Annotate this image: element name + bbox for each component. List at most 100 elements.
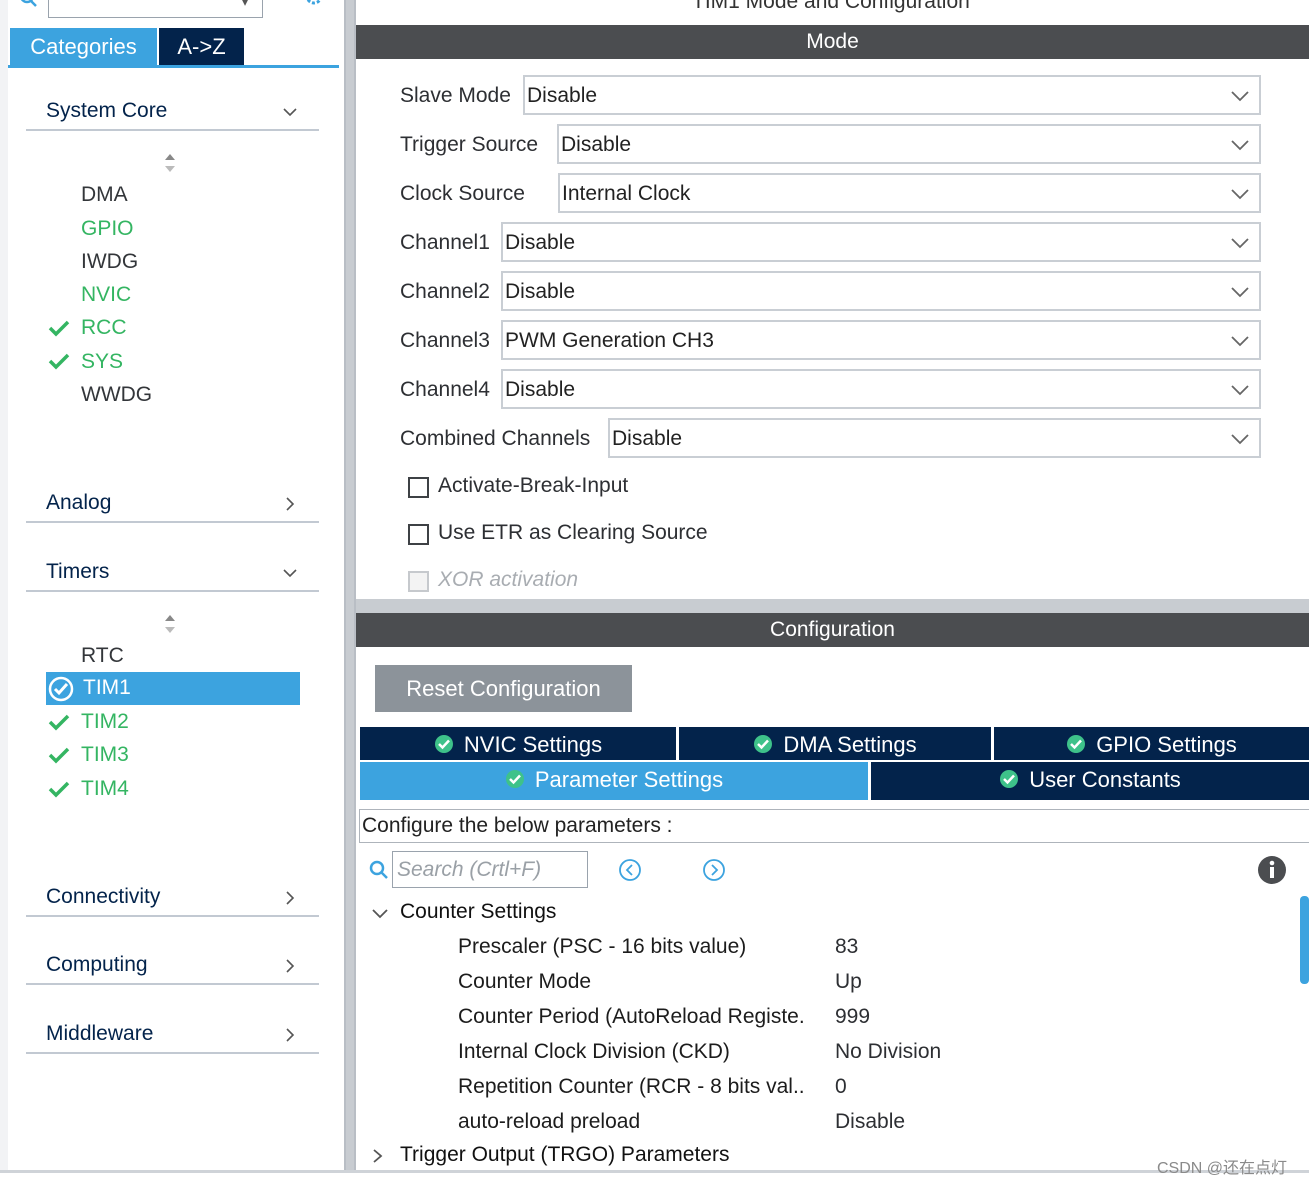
param-value[interactable]: Up bbox=[835, 970, 862, 993]
category-middleware[interactable]: Middleware bbox=[26, 1014, 319, 1054]
tab-user-constants[interactable]: User Constants bbox=[871, 762, 1309, 800]
field-label: Slave Mode bbox=[400, 84, 511, 107]
pane-splitter[interactable] bbox=[344, 0, 356, 1183]
trigger-source-select[interactable]: Disable bbox=[557, 124, 1261, 164]
next-match-icon[interactable] bbox=[702, 858, 726, 882]
activate-break-input-checkbox[interactable] bbox=[408, 477, 429, 498]
list-item-sys[interactable]: SYS bbox=[81, 350, 124, 373]
section-divider[interactable] bbox=[356, 599, 1309, 613]
field-label: Channel2 bbox=[400, 280, 490, 303]
search-dropdown-icon[interactable]: ▾ bbox=[241, 0, 248, 9]
list-item-tim2[interactable]: TIM2 bbox=[81, 710, 129, 733]
category-system-core[interactable]: System Core bbox=[26, 91, 319, 131]
chevron-right-icon[interactable] bbox=[283, 959, 297, 973]
list-item-iwdg[interactable]: IWDG bbox=[81, 250, 139, 273]
chevron-right-icon[interactable] bbox=[283, 1028, 297, 1042]
use-etr-checkbox[interactable] bbox=[408, 524, 429, 545]
param-name: Repetition Counter (RCR - 8 bits val.. bbox=[458, 1075, 805, 1098]
tab-categories[interactable]: Categories bbox=[10, 28, 157, 65]
list-item-tim1[interactable]: TIM1 bbox=[46, 672, 300, 705]
list-item-nvic[interactable]: NVIC bbox=[81, 283, 132, 306]
tab-gpio-settings[interactable]: GPIO Settings bbox=[994, 727, 1309, 760]
mode-configuration-panel: TIM1 Mode and Configuration Mode Slave M… bbox=[356, 0, 1309, 1183]
category-label: Timers bbox=[46, 560, 110, 583]
category-label: System Core bbox=[46, 99, 168, 122]
parameter-search-input[interactable]: Search (Crtl+F) bbox=[392, 851, 588, 888]
checkbox-label: Use ETR as Clearing Source bbox=[438, 521, 708, 544]
chevron-down-icon[interactable] bbox=[1231, 335, 1249, 347]
select-value: Disable bbox=[561, 133, 632, 156]
channel2-select[interactable]: Disable bbox=[501, 271, 1261, 311]
list-item-gpio[interactable]: GPIO bbox=[81, 217, 134, 240]
chevron-right-icon[interactable] bbox=[283, 497, 297, 511]
search-placeholder: Search (Crtl+F) bbox=[397, 858, 542, 881]
group-counter-settings[interactable]: Counter Settings bbox=[400, 900, 557, 923]
check-circle-icon bbox=[434, 735, 453, 753]
category-analog[interactable]: Analog bbox=[26, 483, 319, 523]
reset-configuration-button[interactable]: Reset Configuration bbox=[375, 665, 632, 712]
field-label: Clock Source bbox=[400, 182, 525, 205]
category-connectivity[interactable]: Connectivity bbox=[26, 877, 319, 917]
chevron-down-icon[interactable] bbox=[1231, 237, 1249, 249]
checkbox-label: Activate-Break-Input bbox=[438, 474, 629, 497]
search-icon[interactable] bbox=[368, 859, 390, 881]
list-item-tim4[interactable]: TIM4 bbox=[81, 777, 129, 800]
tab-label: NVIC Settings bbox=[463, 732, 603, 757]
check-icon bbox=[48, 353, 70, 370]
category-label: Connectivity bbox=[46, 885, 161, 908]
panel-title: TIM1 Mode and Configuration bbox=[692, 0, 970, 13]
list-item-tim3[interactable]: TIM3 bbox=[81, 743, 129, 766]
channel4-select[interactable]: Disable bbox=[501, 369, 1261, 409]
categories-panel: ▾ Categories A->Z System Core DMA GPIO I… bbox=[0, 0, 344, 1183]
tab-dma-settings[interactable]: DMA Settings bbox=[679, 727, 991, 760]
category-timers[interactable]: Timers bbox=[26, 552, 319, 592]
group-trigger-output[interactable]: Trigger Output (TRGO) Parameters bbox=[400, 1143, 730, 1166]
list-item-rcc[interactable]: RCC bbox=[81, 316, 127, 339]
tab-nvic-settings[interactable]: NVIC Settings bbox=[360, 727, 676, 760]
check-circle-icon bbox=[48, 676, 74, 702]
chevron-down-icon[interactable] bbox=[1231, 188, 1249, 200]
param-value[interactable]: 999 bbox=[835, 1005, 871, 1028]
chevron-down-icon[interactable] bbox=[283, 105, 297, 119]
chevron-down-icon[interactable] bbox=[372, 908, 388, 920]
check-circle-icon bbox=[1067, 735, 1086, 753]
clock-source-select[interactable]: Internal Clock bbox=[558, 173, 1261, 213]
chevron-down-icon[interactable] bbox=[1231, 433, 1249, 445]
param-value[interactable]: No Division bbox=[835, 1040, 942, 1063]
chevron-down-icon[interactable] bbox=[1231, 139, 1249, 151]
list-item-rtc[interactable]: RTC bbox=[81, 644, 124, 667]
category-computing[interactable]: Computing bbox=[26, 945, 319, 985]
gear-icon[interactable] bbox=[300, 0, 328, 10]
chevron-right-icon[interactable] bbox=[372, 1148, 384, 1164]
chevron-right-icon[interactable] bbox=[283, 891, 297, 905]
channel1-select[interactable]: Disable bbox=[501, 222, 1261, 262]
check-circle-icon bbox=[1000, 770, 1019, 788]
scrollbar-thumb[interactable] bbox=[1300, 896, 1309, 984]
sort-icon[interactable] bbox=[160, 151, 180, 175]
chevron-down-icon[interactable] bbox=[1231, 384, 1249, 396]
list-item-wwdg[interactable]: WWDG bbox=[81, 383, 153, 406]
combined-channels-select[interactable]: Disable bbox=[608, 418, 1261, 458]
tab-parameter-settings[interactable]: Parameter Settings bbox=[360, 762, 868, 800]
channel3-select[interactable]: PWM Generation CH3 bbox=[501, 320, 1261, 360]
previous-match-icon[interactable] bbox=[618, 858, 642, 882]
param-value[interactable]: Disable bbox=[835, 1110, 906, 1133]
field-label: Channel1 bbox=[400, 231, 490, 254]
chevron-down-icon[interactable] bbox=[1231, 90, 1249, 102]
list-item-dma[interactable]: DMA bbox=[81, 183, 128, 206]
check-icon bbox=[48, 320, 70, 337]
param-name: Counter Mode bbox=[458, 970, 592, 993]
mode-header: Mode bbox=[356, 25, 1309, 59]
param-value[interactable]: 0 bbox=[835, 1075, 847, 1098]
select-value: Disable bbox=[505, 378, 576, 401]
tab-a-z[interactable]: A->Z bbox=[159, 28, 244, 65]
chevron-down-icon[interactable] bbox=[1231, 286, 1249, 298]
param-value[interactable]: 83 bbox=[835, 935, 859, 958]
slave-mode-select[interactable]: Disable bbox=[523, 75, 1261, 115]
info-icon[interactable] bbox=[1257, 855, 1287, 885]
chevron-down-icon[interactable] bbox=[283, 566, 297, 580]
category-search-input[interactable]: ▾ bbox=[48, 0, 263, 18]
sort-icon[interactable] bbox=[160, 612, 180, 636]
search-icon[interactable] bbox=[18, 0, 40, 10]
check-icon bbox=[48, 747, 70, 764]
